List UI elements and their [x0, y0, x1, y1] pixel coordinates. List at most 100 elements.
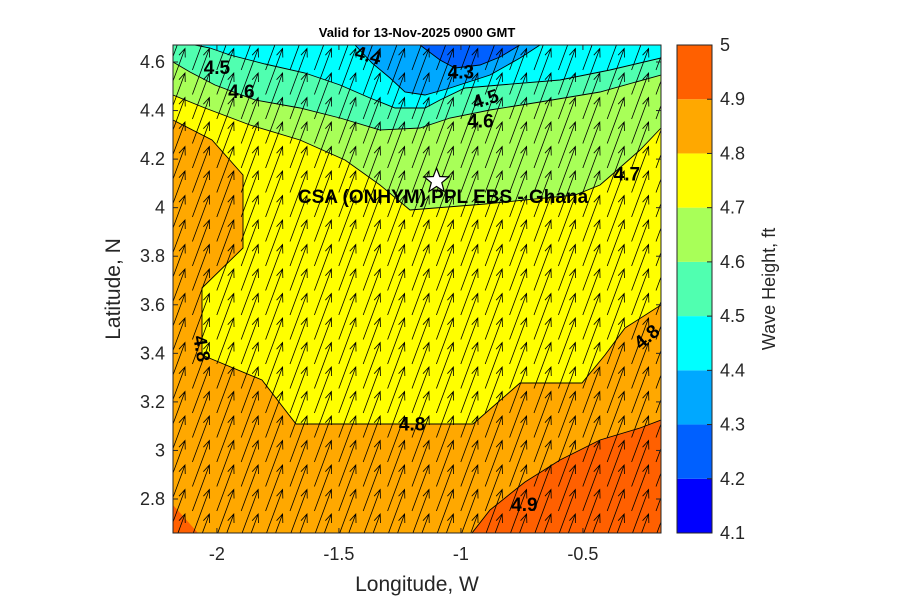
- wave-arrow: [533, 414, 552, 463]
- wave-arrow: [314, 218, 333, 267]
- y-tick-label: 3.6: [140, 295, 165, 315]
- wave-arrow: [631, 341, 650, 389]
- wave-arrow: [509, 120, 528, 169]
- wave-arrow: [240, 463, 259, 512]
- wave-arrow: [484, 292, 503, 340]
- wave-arrow: [616, 512, 625, 533]
- wave-arrow: [582, 169, 601, 218]
- wave-arrow: [412, 488, 430, 533]
- wave-arrow: [655, 226, 661, 242]
- wave-arrow: [582, 145, 601, 193]
- wave-arrow: [216, 145, 235, 193]
- colorbar-tick-label: 4.7: [720, 198, 745, 218]
- wave-arrow: [314, 169, 333, 218]
- wave-arrow: [460, 45, 471, 71]
- wave-arrow: [240, 414, 259, 463]
- wave-arrow: [362, 145, 381, 193]
- wave-arrow: [314, 96, 333, 144]
- wave-arrow: [338, 365, 357, 414]
- wave-arrow: [460, 341, 479, 389]
- wave-arrow: [265, 169, 284, 218]
- wave-arrow: [250, 512, 259, 533]
- wave-arrow: [289, 292, 308, 340]
- wave-arrow: [216, 194, 235, 242]
- wave-arrow: [533, 218, 552, 267]
- wave-arrow: [348, 512, 357, 533]
- wave-arrow: [558, 267, 577, 316]
- wave-arrow: [470, 512, 479, 533]
- wave-arrow: [631, 243, 650, 291]
- wave-arrow: [173, 145, 186, 181]
- wave-arrow: [655, 447, 661, 463]
- wave-arrow: [387, 267, 406, 316]
- wave-arrow: [363, 488, 381, 533]
- wave-arrow: [484, 341, 503, 389]
- wave-arrow: [606, 267, 625, 316]
- wave-arrow: [606, 365, 625, 414]
- wave-arrow: [314, 71, 333, 120]
- wave-arrow: [289, 145, 308, 193]
- wave-arrow: [265, 45, 276, 71]
- wave-arrow: [387, 169, 406, 218]
- x-tick-label: -1.5: [323, 544, 354, 564]
- wave-arrow: [362, 120, 381, 169]
- wave-arrow: [397, 512, 406, 533]
- wave-arrow: [290, 488, 308, 533]
- wave-arrow: [582, 439, 601, 487]
- x-axis-label: Longitude, W: [355, 573, 479, 596]
- wave-arrow: [338, 96, 357, 144]
- wave-arrow: [558, 316, 577, 365]
- wave-arrow: [411, 292, 430, 340]
- wave-arrow: [240, 169, 259, 218]
- contour-label: 4.6: [228, 82, 254, 103]
- wave-arrow: [558, 341, 577, 389]
- x-axis-ticks: -2 -1.5 -1 -0.5: [209, 45, 598, 564]
- wave-arrow: [460, 145, 479, 193]
- wave-arrow: [484, 45, 495, 71]
- wave-arrow: [484, 365, 503, 414]
- wave-arrow: [338, 439, 357, 487]
- wave-arrow: [338, 316, 357, 365]
- wave-arrow: [631, 267, 650, 316]
- y-tick-label: 3: [155, 440, 165, 460]
- wave-arrow: [362, 414, 381, 463]
- wave-arrow: [265, 439, 284, 487]
- wave-arrow: [173, 194, 186, 230]
- wave-arrow: [216, 243, 235, 291]
- wave-arrow: [631, 169, 650, 218]
- wave-arrow: [240, 365, 259, 414]
- contour-line-4.5: [194, 45, 661, 109]
- y-tick-label: 4.6: [140, 52, 165, 72]
- wave-arrow: [533, 96, 552, 144]
- wave-arrow: [265, 341, 284, 389]
- wave-arrow: [606, 463, 625, 512]
- wave-arrow: [510, 488, 528, 533]
- colorbar-tick-label: 4.2: [720, 469, 745, 489]
- wave-arrow: [289, 169, 308, 218]
- wave-arrow: [436, 218, 455, 267]
- wave-arrow: [509, 194, 528, 242]
- wave-arrow: [240, 243, 259, 291]
- wave-arrow: [240, 120, 259, 169]
- wave-arrow: [192, 47, 211, 95]
- wave-arrow: [509, 96, 528, 144]
- wave-arrow: [338, 218, 357, 267]
- wave-arrow: [460, 47, 479, 95]
- wave-arrow: [436, 488, 455, 533]
- site-star-marker: [422, 166, 451, 193]
- wave-arrow: [173, 120, 186, 156]
- wave-arrow: [240, 341, 259, 389]
- wave-arrow: [173, 71, 186, 107]
- x-tick-label: -2: [209, 544, 225, 564]
- wave-arrow: [606, 292, 625, 340]
- wave-arrow: [509, 243, 528, 291]
- wave-arrow: [216, 316, 235, 365]
- wave-arrow: [558, 194, 577, 242]
- wave-arrow: [339, 488, 357, 533]
- wave-arrow: [436, 390, 455, 438]
- wave-arrow: [509, 316, 528, 365]
- wave-arrow: [362, 169, 381, 218]
- wave-arrow: [387, 120, 406, 169]
- wave-arrow: [655, 324, 661, 340]
